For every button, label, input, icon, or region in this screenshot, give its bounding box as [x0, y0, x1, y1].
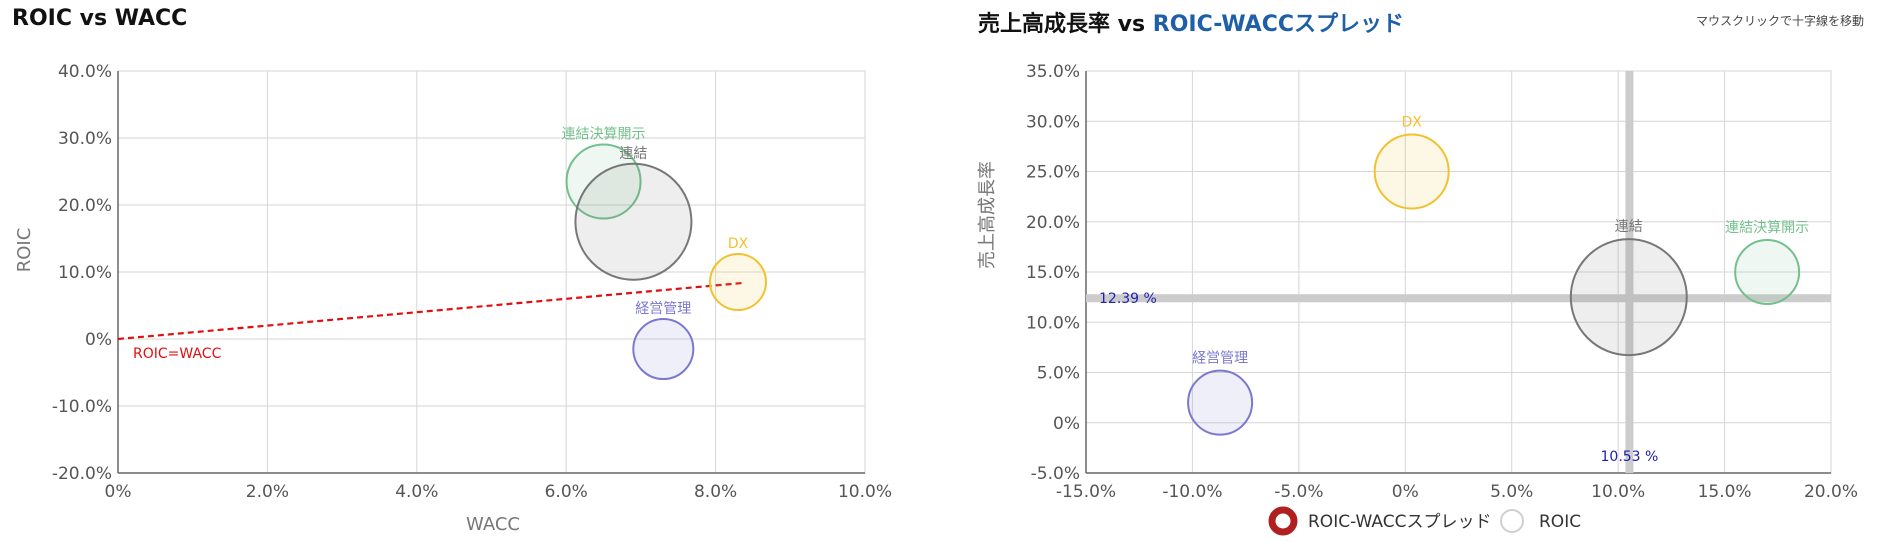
y-tick-label: 40.0% — [58, 62, 112, 82]
bubble-label: 連結決算開示 — [1725, 220, 1809, 236]
x-tick-label: 4.0% — [395, 482, 438, 502]
y-tick-label: 10.0% — [1026, 313, 1080, 333]
x-tick-label: 10.0% — [838, 482, 892, 502]
y-tick-label: 0% — [85, 330, 112, 350]
y-tick-label: 25.0% — [1026, 163, 1080, 183]
reference-line-label: ROIC=WACC — [133, 346, 222, 362]
reference-line — [117, 281, 746, 341]
bubble-label: 連結 — [1615, 219, 1643, 235]
bubble-label: 連結 — [619, 146, 647, 162]
bubble — [574, 162, 693, 281]
chart2-title-main: 売上高成長率 vs — [978, 12, 1153, 37]
x-tick-label: 8.0% — [694, 482, 737, 502]
x-tick-label: 20.0% — [1804, 482, 1858, 502]
x-tick-label: 10.0% — [1591, 482, 1645, 502]
bubble-label: DX — [1401, 115, 1422, 131]
x-tick-label: -5.0% — [1274, 482, 1323, 502]
y-tick-label: 35.0% — [1026, 62, 1080, 82]
chart1-title: ROIC vs WACC — [12, 6, 188, 31]
x-tick-label: 2.0% — [246, 482, 289, 502]
x-tick-label: 6.0% — [545, 482, 588, 502]
bubble — [1734, 239, 1801, 305]
y-tick-label: 0% — [1053, 414, 1080, 434]
y-tick-label: 5.0% — [1037, 364, 1080, 384]
y-tick-label: -5.0% — [1031, 464, 1080, 484]
x-tick-label: 0% — [105, 482, 132, 502]
y-axis-title: 売上高成長率 — [977, 161, 998, 269]
bubble — [1569, 238, 1688, 357]
y-tick-label: -10.0% — [52, 397, 112, 417]
legend-label-roic: ROIC — [1539, 512, 1581, 532]
x-axis-title: WACC — [466, 514, 520, 535]
growth-spread-chart[interactable]: -15.0% -10.0% -5.0% 0% 5.0% 10.0% 15.0% 20.0% 35… — [941, 0, 1882, 542]
x-tick-label: 15.0% — [1698, 482, 1752, 502]
y-tick-label: 20.0% — [1026, 213, 1080, 233]
crosshair-x-label: 10.53 % — [1601, 449, 1659, 465]
roic-wacc-chart[interactable]: 0% 2.0% 4.0% 6.0% 8.0% 10.0% 40.0% 30.0% 20.0% 10… — [0, 0, 941, 542]
y-tick-label: 15.0% — [1026, 263, 1080, 283]
crosshair-y-label: 12.39 % — [1099, 291, 1157, 307]
y-tick-label: -20.0% — [52, 464, 112, 484]
bubble — [632, 318, 695, 381]
x-tick-label: -15.0% — [1056, 482, 1116, 502]
bubble — [709, 253, 768, 312]
x-tick-label: -10.0% — [1162, 482, 1222, 502]
x-tick-label: 5.0% — [1490, 482, 1533, 502]
y-tick-label: 10.0% — [58, 263, 112, 283]
crosshair-hint: マウスクリックで十字線を移動 — [1695, 14, 1864, 28]
bubble — [565, 143, 642, 220]
bubble — [1373, 133, 1450, 210]
y-axis-title: ROIC — [14, 228, 35, 273]
x-tick-label: 0% — [1392, 482, 1419, 502]
bubble-label: 経営管理 — [635, 301, 691, 317]
bubble-label: DX — [728, 236, 749, 252]
legend-marker-spread — [1268, 506, 1298, 536]
legend-marker-roic — [1500, 509, 1524, 533]
bubble-label: 連結決算開示 — [562, 127, 646, 143]
y-tick-label: 20.0% — [58, 196, 112, 216]
y-tick-label: 30.0% — [58, 129, 112, 149]
chart2-title-accent: ROIC-WACCスプレッド — [1152, 12, 1404, 37]
legend-label-spread: ROIC-WACCスプレッド — [1308, 512, 1491, 532]
y-tick-label: 30.0% — [1026, 112, 1080, 132]
bubble-label: 経営管理 — [1192, 351, 1248, 367]
chart2-title: 売上高成長率 vs ROIC-WACCスプレッド — [978, 6, 1404, 38]
bubble — [1187, 369, 1254, 436]
